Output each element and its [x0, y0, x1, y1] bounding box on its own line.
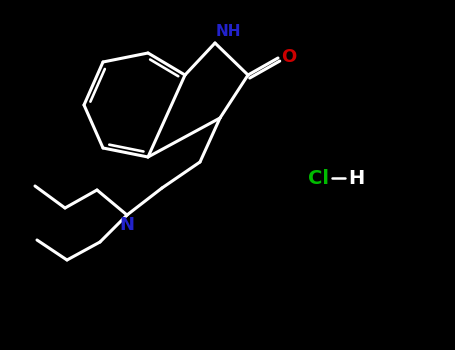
Text: NH: NH	[216, 24, 242, 39]
Text: O: O	[281, 48, 296, 66]
Text: H: H	[348, 168, 364, 188]
Text: Cl: Cl	[308, 168, 329, 188]
Text: N: N	[120, 216, 135, 234]
